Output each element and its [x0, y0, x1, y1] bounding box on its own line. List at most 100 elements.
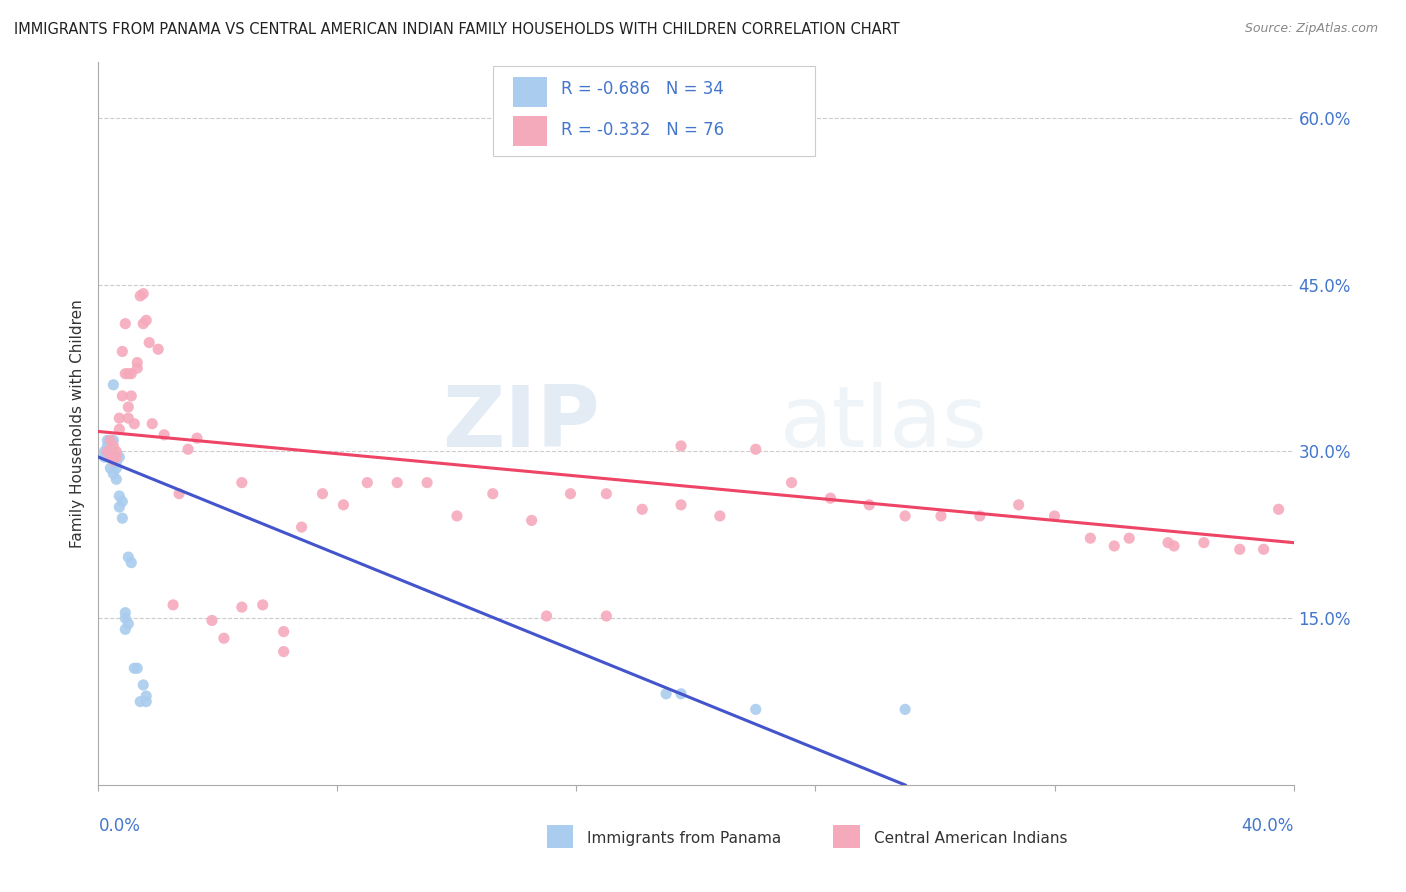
Point — [669, 439, 692, 453]
Point — [127, 661, 149, 675]
Point — [103, 377, 125, 392]
Point — [655, 687, 678, 701]
Point — [103, 467, 125, 481]
Point — [385, 475, 409, 490]
Point — [132, 286, 155, 301]
Point — [631, 502, 654, 516]
Point — [111, 494, 134, 508]
Point — [1104, 539, 1126, 553]
Bar — [547, 825, 572, 847]
Point — [108, 450, 131, 464]
Point — [111, 511, 134, 525]
Text: Source: ZipAtlas.com: Source: ZipAtlas.com — [1244, 22, 1378, 36]
Point — [114, 317, 136, 331]
Point — [148, 343, 170, 357]
Point — [894, 702, 917, 716]
Point — [117, 550, 139, 565]
Text: ZIP: ZIP — [443, 382, 600, 466]
Point — [1008, 498, 1031, 512]
Point — [114, 606, 136, 620]
Text: Central American Indians: Central American Indians — [875, 831, 1067, 846]
Point — [780, 475, 803, 490]
Point — [1229, 542, 1251, 557]
Point — [1192, 535, 1215, 549]
Point — [129, 695, 152, 709]
Point — [96, 450, 118, 464]
Point — [117, 411, 139, 425]
Point — [356, 475, 378, 490]
Point — [231, 475, 253, 490]
Point — [132, 678, 155, 692]
Point — [105, 444, 128, 458]
Point — [117, 616, 139, 631]
Point — [93, 444, 115, 458]
Point — [273, 624, 295, 639]
Point — [114, 367, 136, 381]
Bar — [834, 825, 859, 847]
Text: 0.0%: 0.0% — [98, 817, 141, 836]
Point — [1118, 531, 1140, 545]
Point — [177, 442, 200, 457]
Point — [132, 317, 155, 331]
Point — [273, 644, 295, 658]
Bar — [513, 116, 547, 146]
Point — [96, 434, 118, 448]
Y-axis label: Family Households with Children: Family Households with Children — [69, 300, 84, 548]
Point — [117, 400, 139, 414]
Point — [103, 450, 125, 464]
Point — [120, 556, 142, 570]
Point — [105, 461, 128, 475]
Point — [745, 442, 768, 457]
Point — [108, 422, 131, 436]
Point — [120, 367, 142, 381]
Point — [536, 609, 558, 624]
Point — [138, 335, 160, 350]
FancyBboxPatch shape — [494, 66, 815, 156]
Point — [311, 487, 333, 501]
Point — [141, 417, 163, 431]
Point — [103, 453, 125, 467]
Point — [231, 600, 253, 615]
Point — [1157, 535, 1180, 549]
Text: 40.0%: 40.0% — [1241, 817, 1294, 836]
Point — [1267, 502, 1289, 516]
Point — [96, 444, 118, 458]
Point — [111, 344, 134, 359]
Point — [745, 702, 768, 716]
Point — [252, 598, 274, 612]
Point — [98, 450, 122, 464]
Point — [669, 687, 692, 701]
Point — [595, 487, 617, 501]
Point — [520, 513, 543, 527]
Text: atlas: atlas — [779, 382, 987, 466]
Point — [127, 355, 149, 369]
Point — [560, 487, 582, 501]
Point — [93, 450, 115, 464]
Point — [858, 498, 880, 512]
Point — [98, 434, 122, 448]
Point — [332, 498, 354, 512]
Point — [969, 508, 991, 523]
Point — [1043, 508, 1066, 523]
Point — [124, 661, 146, 675]
Point — [135, 695, 157, 709]
Point — [108, 489, 131, 503]
Point — [135, 313, 157, 327]
Bar — [513, 77, 547, 107]
Point — [212, 632, 235, 646]
Point — [186, 431, 208, 445]
Point — [1253, 542, 1275, 557]
Text: IMMIGRANTS FROM PANAMA VS CENTRAL AMERICAN INDIAN FAMILY HOUSEHOLDS WITH CHILDRE: IMMIGRANTS FROM PANAMA VS CENTRAL AMERIC… — [14, 22, 900, 37]
Point — [894, 508, 917, 523]
Point — [124, 417, 146, 431]
Point — [98, 434, 122, 448]
Point — [135, 689, 157, 703]
Point — [103, 439, 125, 453]
Point — [595, 609, 617, 624]
Point — [820, 491, 842, 505]
Point — [108, 500, 131, 514]
Point — [114, 611, 136, 625]
Point — [105, 472, 128, 486]
Point — [201, 614, 224, 628]
Point — [98, 461, 122, 475]
